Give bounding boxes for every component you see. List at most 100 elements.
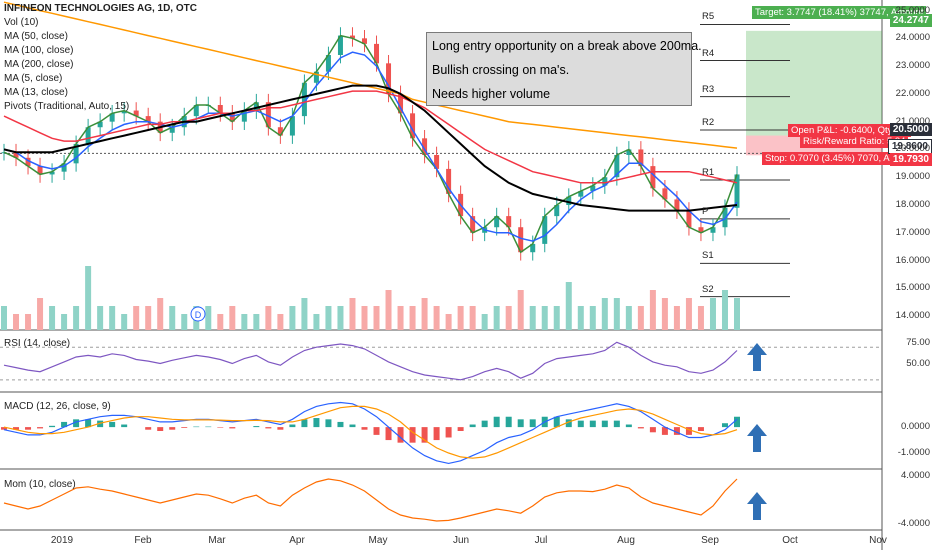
pivot-label-s1: S1 <box>702 250 714 262</box>
macd-histogram-bar <box>1 427 7 430</box>
volume-bar <box>577 306 584 330</box>
volume-bar <box>421 298 428 330</box>
volume-bar <box>37 298 44 330</box>
legend-ma100: MA (100, close) <box>4 45 74 56</box>
macd-histogram-bar <box>25 427 32 430</box>
macd-histogram-bar <box>613 420 620 428</box>
time-tick: 2019 <box>50 535 74 546</box>
annotation-note[interactable]: Long entry opportunity on a break above … <box>426 32 702 106</box>
candle-body <box>518 227 524 253</box>
volume-bar <box>13 314 20 330</box>
volume-bar <box>109 306 116 330</box>
candle-body <box>638 149 644 167</box>
price-tick: 18.0000 <box>895 199 930 210</box>
time-tick: Jul <box>534 535 548 546</box>
mom-label: Mom (10, close) <box>4 479 76 490</box>
candle-body <box>662 188 668 200</box>
macd-label: MACD (12, 26, close, 9) <box>4 401 111 412</box>
open-pnl-label: Open P&L: -0.6400, Qty: 35 <box>788 124 912 137</box>
series-momentum <box>3 478 738 522</box>
volume-bar <box>313 314 320 330</box>
macd-histogram-bar <box>433 427 440 441</box>
candle-body <box>434 155 440 169</box>
target-label[interactable]: Target: 3.7747 (18.41%) 37747, Amount <box>752 6 927 19</box>
candle-body <box>169 127 175 133</box>
volume-bar <box>61 314 68 330</box>
volume-bar <box>265 306 272 330</box>
price-tick: 23.0000 <box>895 60 930 72</box>
candle-body <box>265 102 271 128</box>
macd-histogram-bar <box>13 427 20 430</box>
candle-body <box>121 110 127 114</box>
macd-histogram-bar <box>469 424 476 428</box>
volume-bar <box>601 298 608 330</box>
price-tick: 21.0000 <box>895 115 930 127</box>
macd-histogram-bar <box>637 427 644 429</box>
candle-body <box>361 38 367 44</box>
macd-histogram-bar <box>577 420 584 428</box>
macd-histogram-bar <box>481 420 488 428</box>
stop-label[interactable]: Stop: 0.7070 (3.45%) 7070, Amount <box>762 152 920 165</box>
volume-bar <box>589 306 596 330</box>
legend-ma13: MA (13, close) <box>4 87 68 98</box>
series-ma-50-close- <box>3 90 738 184</box>
macd-histogram-bar <box>109 421 116 428</box>
volume-bar <box>685 298 692 330</box>
volume-bar <box>673 306 680 330</box>
macd-histogram-bar <box>325 419 332 428</box>
candle-body <box>61 163 67 172</box>
series-ma-200-close- <box>3 84 738 212</box>
annotation-line-1: Long entry opportunity on a break above … <box>432 39 702 53</box>
candle-body <box>13 152 19 158</box>
macd-histogram-bar <box>529 419 536 428</box>
candle-body <box>530 243 536 253</box>
macd-histogram-bar <box>301 419 308 428</box>
candle-body <box>49 171 55 175</box>
candle-body <box>313 71 319 83</box>
macd-tick: -1.0000 <box>897 447 930 459</box>
volume-bar <box>253 314 260 330</box>
volume-bar <box>553 306 560 330</box>
candle-body <box>698 227 704 233</box>
target-zone <box>746 30 882 136</box>
candle-body <box>277 127 283 136</box>
macd-histogram-bar <box>421 427 428 443</box>
price-tick: 14.0000 <box>895 310 930 322</box>
up-arrow-icon-1 <box>747 343 767 371</box>
candle-body <box>374 43 380 64</box>
volume-bar <box>337 306 344 330</box>
annotation-line-2: Bullish crossing on ma's. <box>432 63 570 77</box>
macd-histogram-bar <box>649 427 656 433</box>
legend-pivots: Pivots (Traditional, Auto, 15) <box>4 101 130 112</box>
series-ma-5-close- <box>3 34 738 254</box>
candle-body <box>626 149 632 155</box>
candle-body <box>97 121 103 128</box>
series-macd-macd <box>3 401 738 465</box>
volume-bar <box>734 298 740 330</box>
rsi-label: RSI (14, close) <box>4 338 71 349</box>
candle-body <box>470 216 476 233</box>
pivot-label-r2: R2 <box>702 117 715 128</box>
macd-histogram-bar <box>169 427 176 430</box>
volume-bar <box>385 290 392 330</box>
time-tick: Jun <box>452 535 470 546</box>
candle-body <box>602 177 608 186</box>
price-tick: 15.0000 <box>895 282 930 294</box>
volume-bar <box>121 314 128 330</box>
macd-histogram-bar <box>205 426 212 428</box>
price-tick: 16.0000 <box>895 254 930 266</box>
macd-histogram-bar <box>685 427 692 435</box>
candle-body <box>229 113 235 122</box>
macd-histogram-bar <box>493 416 500 428</box>
legend-ma5: MA (5, close) <box>4 73 63 84</box>
candle-body <box>554 205 560 217</box>
candle-body <box>241 110 247 122</box>
volume-bar <box>505 306 512 330</box>
macd-histogram-bar <box>673 427 680 435</box>
candle-body <box>301 82 307 117</box>
volume-bar <box>217 314 224 330</box>
volume-bar <box>529 306 536 330</box>
macd-histogram-bar <box>181 427 188 428</box>
